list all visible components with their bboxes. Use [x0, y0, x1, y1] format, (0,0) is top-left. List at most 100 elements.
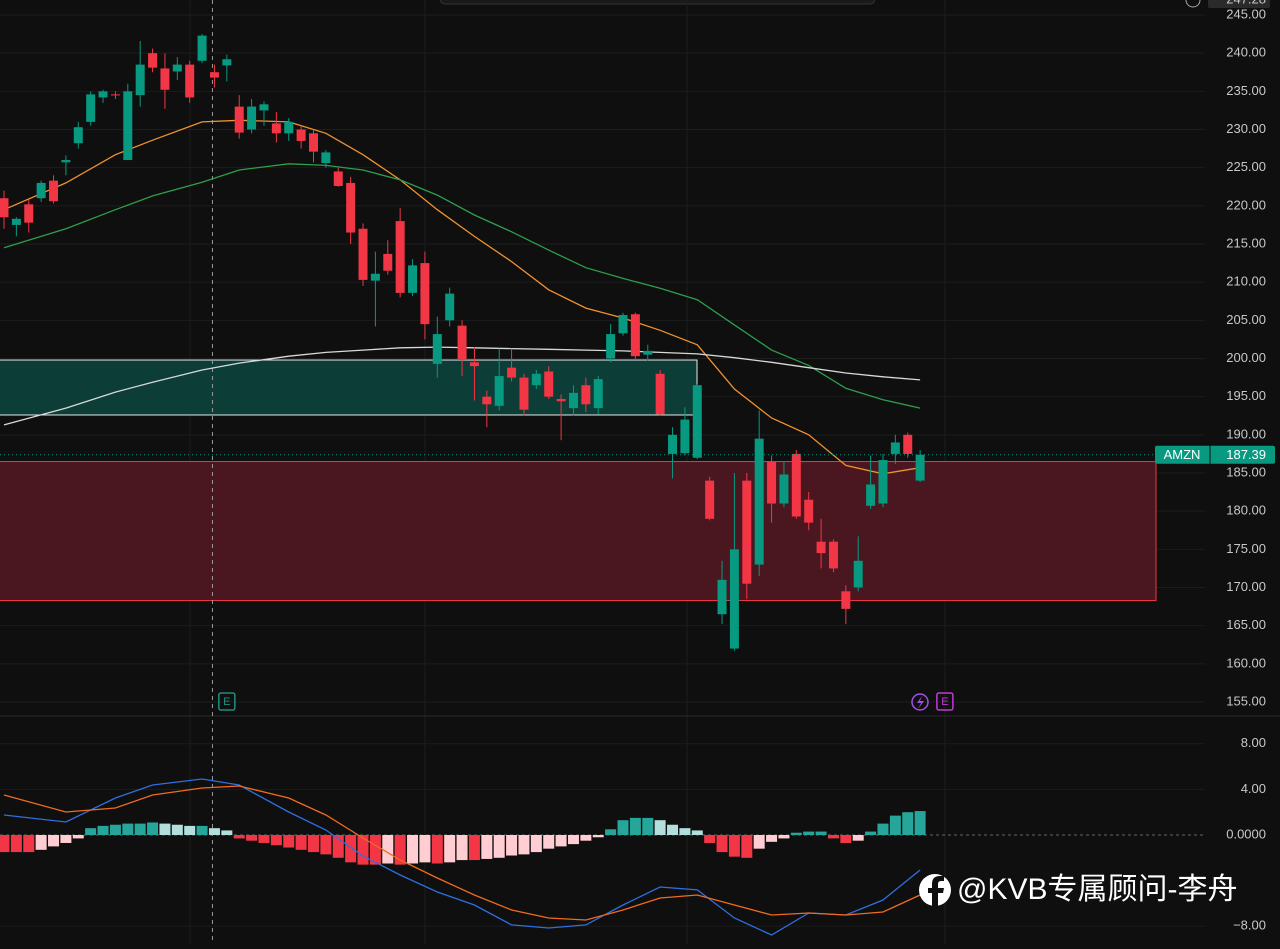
event-label: E [941, 696, 948, 708]
candle-body [742, 480, 752, 584]
candle-body [457, 325, 467, 361]
line [3, 778, 921, 936]
histogram-bar [716, 835, 728, 853]
candle-body [24, 204, 34, 223]
y-tick-label: 155.00 [1226, 693, 1266, 708]
candle-body [779, 474, 789, 504]
candle-body [593, 379, 603, 409]
histogram-bar [815, 831, 827, 835]
candle-body [668, 434, 678, 454]
event-icon [218, 692, 236, 711]
histogram-bar [184, 825, 196, 835]
y-tick-label: 160.00 [1226, 655, 1266, 670]
watermark: @KVB专属顾问-李舟 [957, 873, 1237, 906]
histogram-bar [196, 825, 208, 835]
candle-body [531, 373, 541, 386]
top-price-label: 247.28 [1226, 0, 1266, 6]
candle-body [432, 334, 442, 364]
candle-body [841, 591, 851, 609]
histogram-bar [543, 835, 555, 849]
histogram-bar [506, 835, 518, 856]
candle-body [680, 419, 690, 454]
candle-body [148, 53, 158, 68]
histogram-bar [246, 835, 258, 841]
histogram-bar [35, 835, 47, 850]
y-tick-label: 180.00 [1226, 503, 1266, 518]
histogram-bar [233, 835, 245, 839]
candle-body [346, 182, 356, 233]
histogram-bar [865, 831, 877, 835]
histogram-bar [444, 835, 456, 863]
histogram-bar [345, 835, 357, 863]
histogram-bar [790, 832, 802, 835]
y-tick-label: 185.00 [1226, 464, 1266, 479]
candle-body [259, 104, 269, 111]
candle-body [878, 460, 888, 504]
candle-body [568, 392, 578, 409]
y-tick-label: 170.00 [1226, 579, 1266, 594]
histogram-bar [10, 835, 22, 853]
histogram-bar [840, 835, 852, 843]
candle-body [61, 160, 71, 163]
histogram-bar [308, 835, 319, 853]
candle-body [717, 579, 727, 615]
candle-body [0, 198, 9, 218]
line [3, 119, 921, 475]
candle-body [618, 314, 628, 334]
candle-body [804, 499, 814, 523]
candle-body [754, 438, 764, 565]
candle-body [606, 334, 616, 359]
histogram-bar [357, 835, 369, 865]
candle-body [123, 91, 133, 161]
histogram-bar [419, 835, 431, 863]
candle-body [321, 152, 331, 164]
histogram-bar [877, 823, 889, 835]
histogram-bar [728, 835, 740, 857]
line [3, 785, 921, 921]
zone [0, 359, 698, 416]
y-tick-label: 230.00 [1226, 121, 1266, 136]
y-tick-label: 205.00 [1226, 312, 1266, 327]
histogram-bar [468, 835, 480, 861]
histogram-bar [456, 835, 468, 861]
candle-body [36, 182, 46, 199]
histogram-bar [580, 835, 592, 841]
candle-body [86, 94, 96, 122]
symbol-label: AMZN [1164, 447, 1201, 462]
histogram-bar [852, 835, 864, 841]
y-tick-label: −8.00 [1233, 918, 1266, 933]
histogram-bar [803, 831, 815, 835]
candle-body [828, 541, 838, 569]
histogram-bar [295, 835, 307, 850]
event-label: E [223, 696, 230, 708]
histogram-bar [97, 825, 109, 835]
y-tick-label: 235.00 [1226, 83, 1266, 98]
candle-body [655, 373, 665, 415]
histogram-bar [667, 824, 679, 835]
y-tick-label: 240.00 [1226, 45, 1266, 60]
candle-body [110, 94, 120, 96]
histogram-bar [270, 835, 282, 846]
candle-body [222, 59, 232, 66]
candle-body [507, 367, 517, 378]
histogram-bar [147, 822, 159, 835]
candle-body [333, 171, 343, 186]
histogram-bar [753, 835, 765, 849]
candle-body [853, 560, 863, 588]
candle-body [581, 385, 591, 405]
candle-body [816, 541, 826, 554]
search-box[interactable] [439, 0, 876, 5]
candle-body [767, 461, 777, 504]
candle-body [247, 106, 257, 130]
candle-body [209, 72, 219, 78]
histogram-bar [85, 828, 97, 835]
line [3, 163, 921, 409]
histogram-bar [654, 820, 666, 835]
y-tick-label: 190.00 [1226, 426, 1266, 441]
y-tick-label: 8.00 [1241, 735, 1266, 750]
histogram-bar [493, 835, 505, 858]
y-tick-label: 210.00 [1226, 274, 1266, 289]
candle-body [729, 549, 739, 649]
y-tick-label: 200.00 [1226, 350, 1266, 365]
lightning-icon [911, 693, 929, 711]
